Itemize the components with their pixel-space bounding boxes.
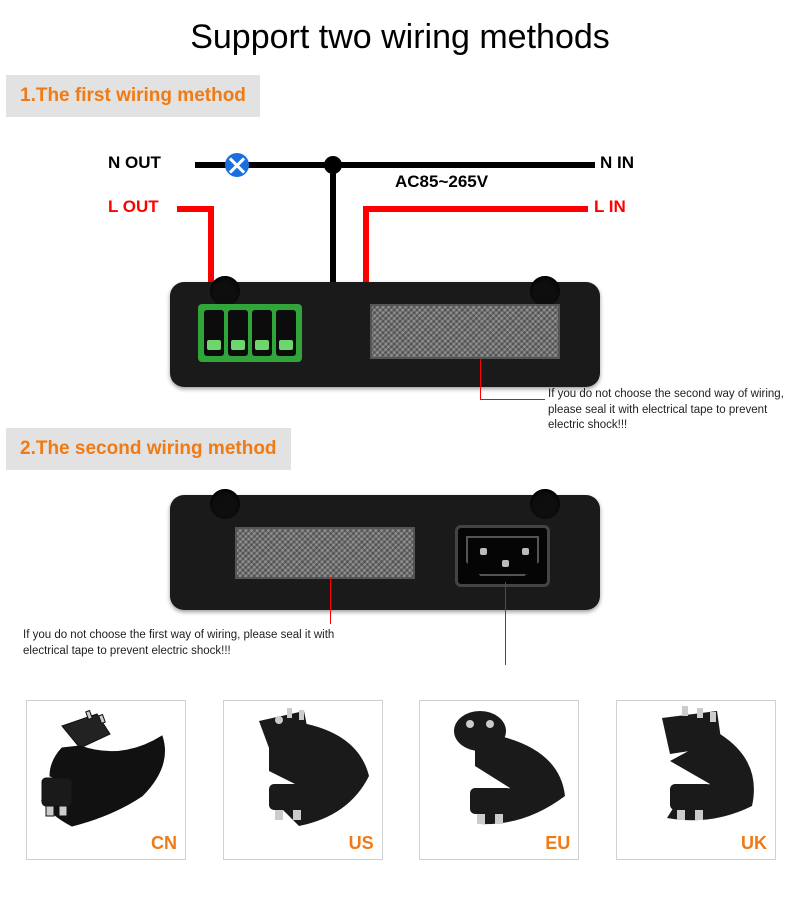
diagram-2: If you do not choose the first way of wi… — [0, 470, 800, 675]
label-l-in: L IN — [594, 197, 626, 217]
plug-label: UK — [741, 833, 767, 854]
plug-uk-icon — [622, 706, 772, 851]
mount-ear-icon — [530, 276, 560, 306]
label-n-out: N OUT — [108, 153, 161, 173]
iec-socket-icon — [455, 525, 550, 587]
callout-line-icon — [505, 582, 506, 665]
label-l-out: L OUT — [108, 197, 159, 217]
device-box-2 — [170, 495, 600, 610]
label-area-icon — [370, 304, 560, 359]
wire-n-in — [330, 162, 595, 168]
plug-us-icon — [229, 706, 379, 851]
lamp-icon — [225, 153, 249, 177]
junction-dot-icon — [324, 156, 342, 174]
wire-n-out — [195, 162, 330, 168]
section2-heading: 2.The second wiring method — [6, 428, 291, 470]
wire-l-in-h — [363, 206, 588, 212]
mount-ear-icon — [530, 489, 560, 519]
plug-type-grid: CN US — [26, 700, 776, 860]
mount-ear-icon — [210, 489, 240, 519]
label-area-icon — [235, 527, 415, 579]
plug-label: US — [349, 833, 374, 854]
label-n-in: N IN — [600, 153, 634, 173]
device-box-1 — [170, 282, 600, 387]
plug-eu-icon — [425, 706, 575, 851]
plug-label: CN — [151, 833, 177, 854]
warning-note-2: If you do not choose the first way of wi… — [23, 628, 353, 659]
callout-line-icon — [480, 359, 481, 399]
callout-line-icon — [480, 399, 545, 400]
section1-heading: 1.The first wiring method — [6, 75, 260, 117]
plug-cn-icon — [32, 706, 182, 851]
plug-cell-eu: EU — [419, 700, 579, 860]
page-title: Support two wiring methods — [0, 0, 800, 69]
callout-line-icon — [330, 578, 331, 624]
diagram-1: N OUT N IN L OUT L IN AC85~265V If you d… — [0, 117, 800, 422]
terminal-block-icon — [198, 304, 302, 362]
warning-note-1: If you do not choose the second way of w… — [548, 387, 800, 434]
plug-cell-cn: CN — [26, 700, 186, 860]
plug-label: EU — [545, 833, 570, 854]
plug-cell-us: US — [223, 700, 383, 860]
plug-cell-uk: UK — [616, 700, 776, 860]
mount-ear-icon — [210, 276, 240, 306]
label-ac-range: AC85~265V — [395, 172, 488, 192]
